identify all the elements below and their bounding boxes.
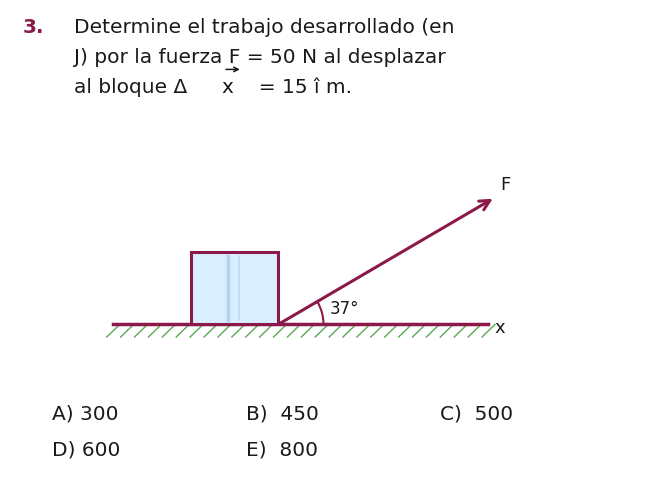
- Bar: [191, 252, 278, 324]
- Text: Determine el trabajo desarrollado (en: Determine el trabajo desarrollado (en: [74, 18, 455, 37]
- Text: B)  450: B) 450: [246, 405, 319, 424]
- Text: x: x: [495, 319, 505, 337]
- Text: A) 300: A) 300: [52, 405, 118, 424]
- Text: J) por la fuerza F = 50 N al desplazar: J) por la fuerza F = 50 N al desplazar: [74, 48, 446, 67]
- Text: 3.: 3.: [23, 18, 44, 37]
- Text: E)  800: E) 800: [246, 440, 318, 459]
- Text: al bloque Δ: al bloque Δ: [74, 78, 188, 97]
- Text: D) 600: D) 600: [52, 440, 120, 459]
- Text: = 15 î m.: = 15 î m.: [246, 78, 352, 97]
- Text: F: F: [500, 176, 510, 194]
- Text: C)  500: C) 500: [440, 405, 513, 424]
- Text: 37°: 37°: [330, 300, 360, 318]
- Text: x: x: [221, 78, 233, 97]
